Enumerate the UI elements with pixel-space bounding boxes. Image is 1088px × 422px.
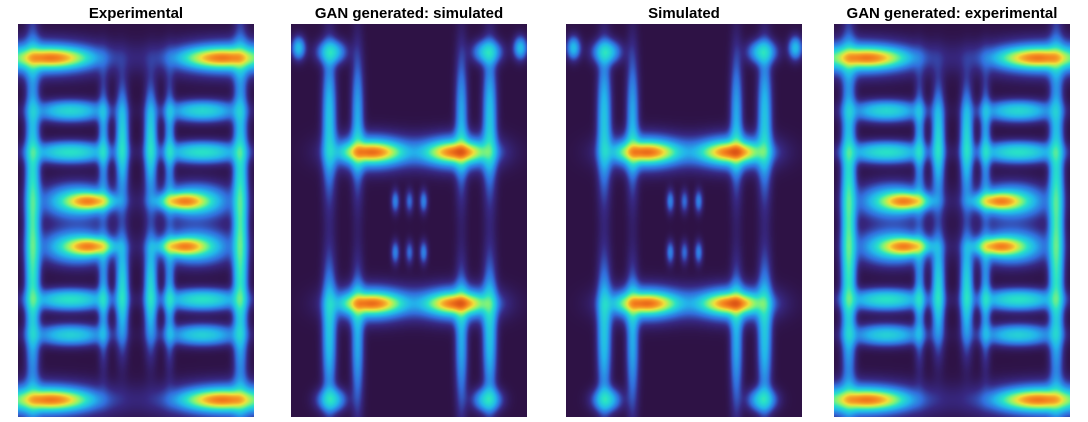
- heatmap-image: [18, 24, 254, 417]
- heatmap-image: [566, 24, 802, 417]
- panel-title: GAN generated: experimental: [804, 5, 1088, 22]
- panel-title: Simulated: [536, 5, 832, 22]
- heatmap-image: [291, 24, 527, 417]
- panel-title: GAN generated: simulated: [261, 5, 557, 22]
- panel-title: Experimental: [0, 5, 284, 22]
- heatmap-image: [834, 24, 1070, 417]
